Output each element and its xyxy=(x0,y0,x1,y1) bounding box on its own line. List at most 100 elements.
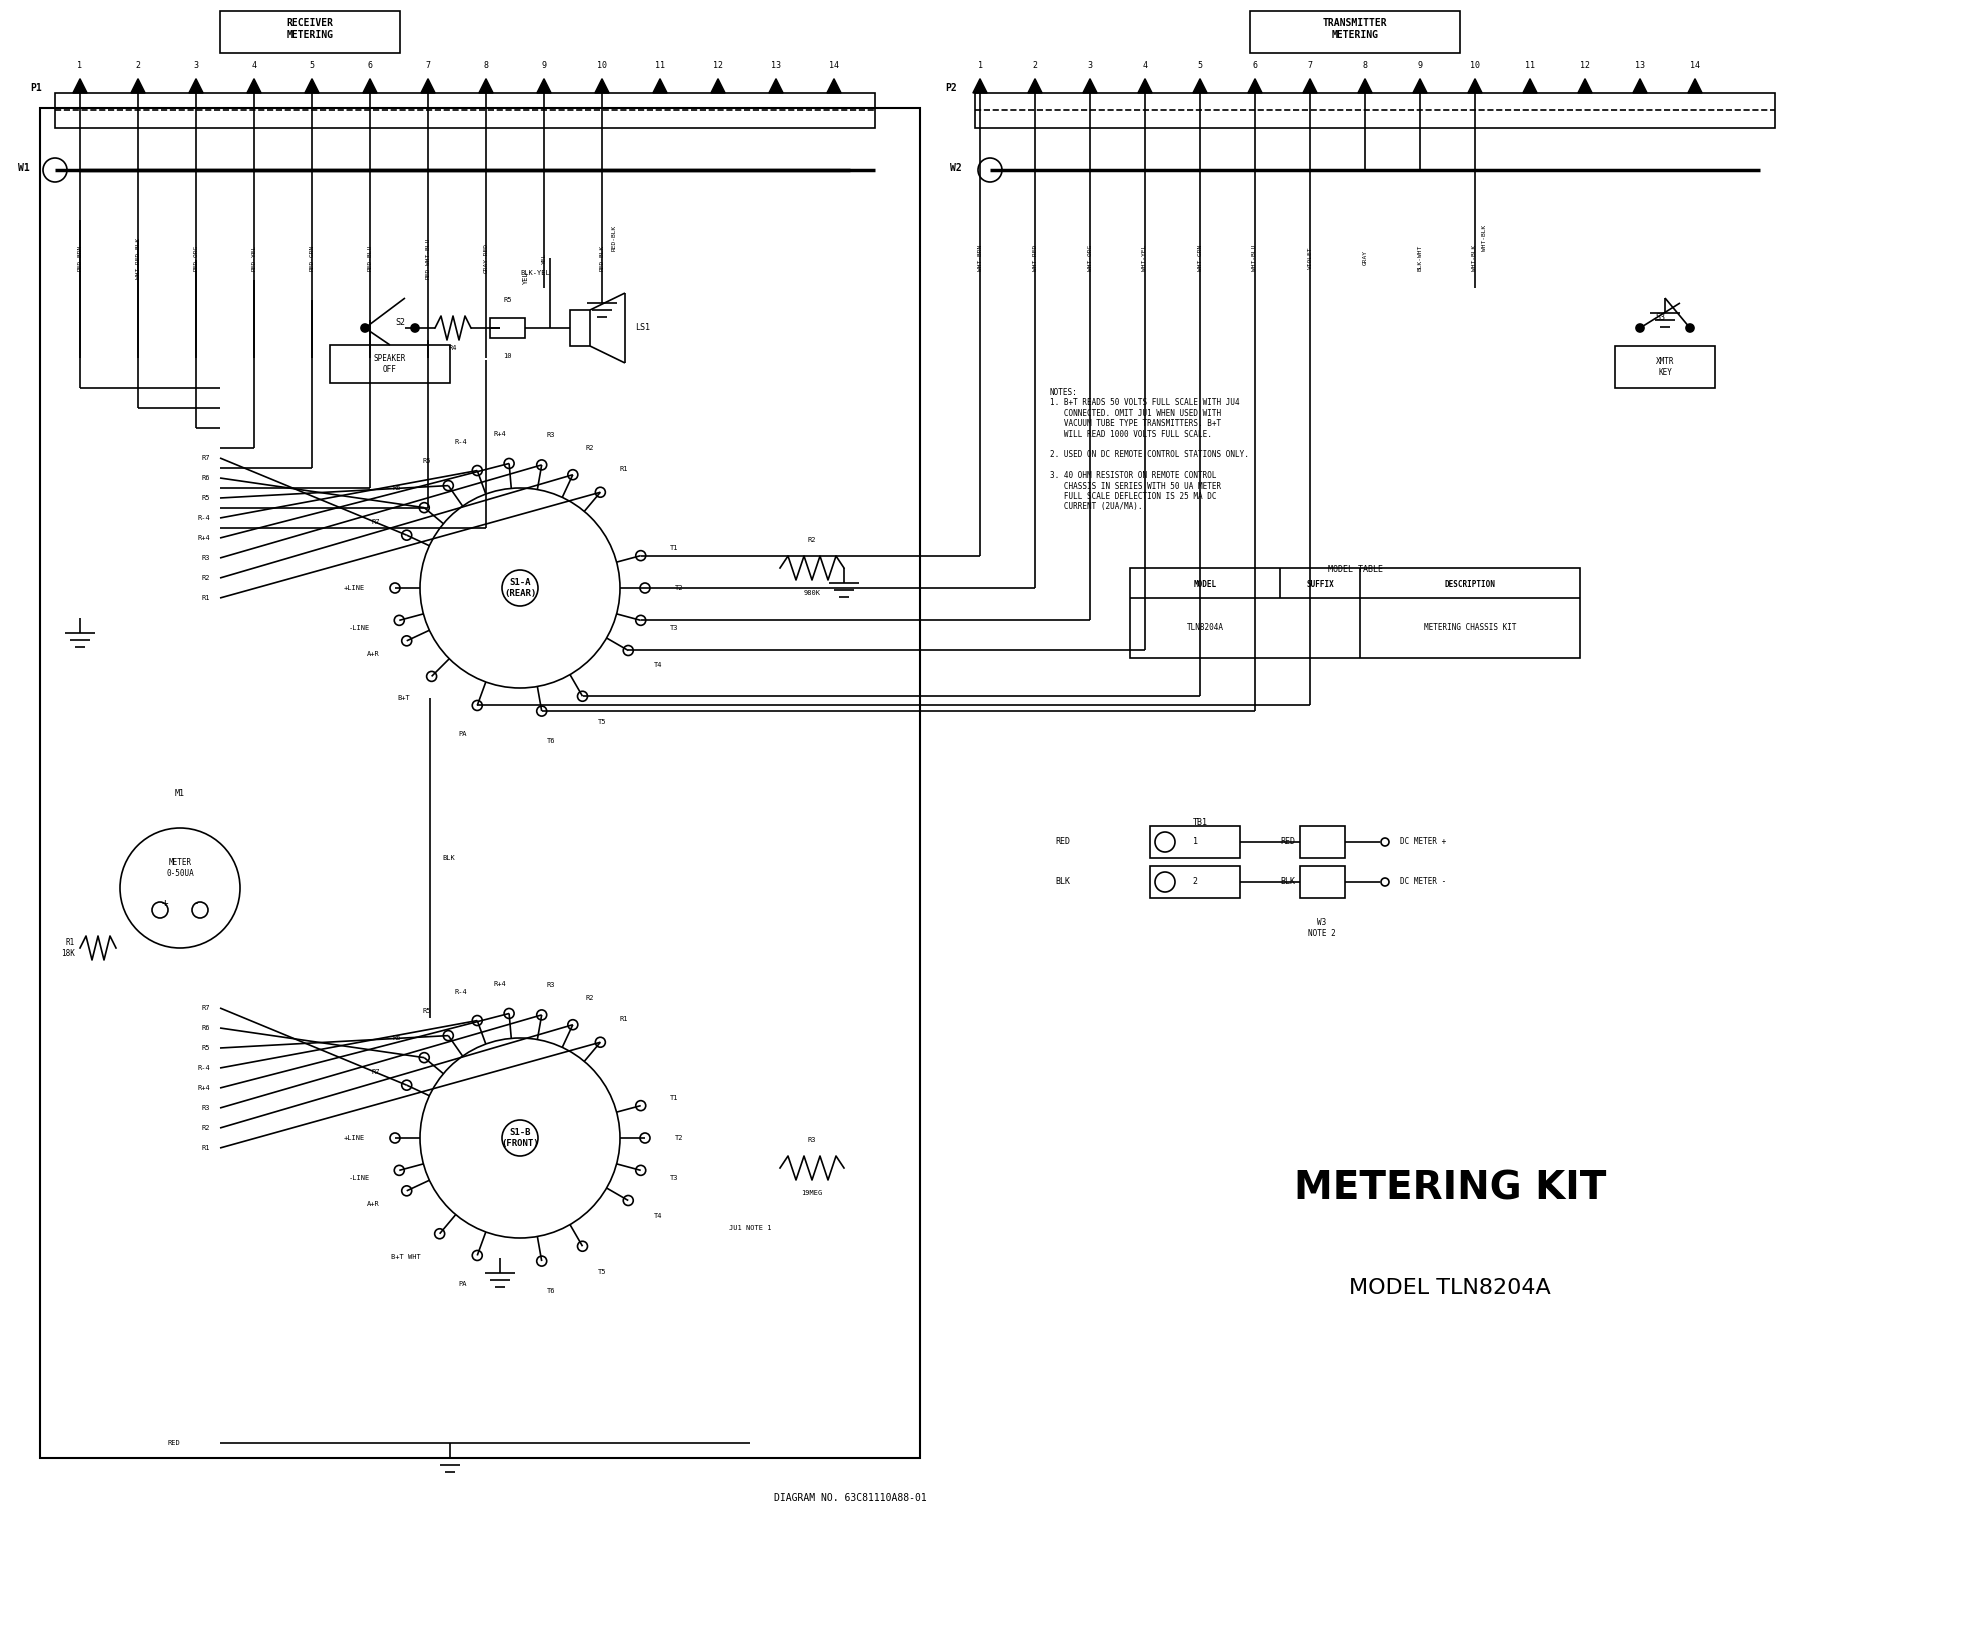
Text: WHT-RED: WHT-RED xyxy=(1033,244,1038,272)
Text: RED-WHT-BLU: RED-WHT-BLU xyxy=(426,238,430,278)
Polygon shape xyxy=(304,79,320,93)
Text: T4: T4 xyxy=(654,1212,663,1219)
Text: T4: T4 xyxy=(654,662,663,668)
Text: 8: 8 xyxy=(1362,62,1368,70)
Polygon shape xyxy=(711,79,724,93)
Text: T3: T3 xyxy=(669,626,679,631)
Text: R6: R6 xyxy=(202,475,210,482)
Text: WHT-RED-BLK: WHT-RED-BLK xyxy=(135,238,141,278)
Text: -LINE: -LINE xyxy=(349,626,371,631)
Text: 10: 10 xyxy=(597,62,607,70)
Text: T1: T1 xyxy=(669,1094,679,1101)
Polygon shape xyxy=(536,79,552,93)
Polygon shape xyxy=(188,79,202,93)
Text: S1-B
(FRONT): S1-B (FRONT) xyxy=(501,1129,538,1148)
Polygon shape xyxy=(769,79,783,93)
Text: -: - xyxy=(192,898,198,907)
Bar xyxy=(1250,11,1460,52)
Polygon shape xyxy=(595,79,609,93)
Text: B+T WHT: B+T WHT xyxy=(391,1253,420,1260)
Text: R6: R6 xyxy=(393,1035,400,1042)
Text: 10: 10 xyxy=(1470,62,1480,70)
Text: R3: R3 xyxy=(548,432,556,439)
Bar xyxy=(1616,346,1716,388)
Text: RED-BLU: RED-BLU xyxy=(367,244,373,272)
Text: R3: R3 xyxy=(202,555,210,560)
Bar xyxy=(1150,867,1241,898)
Text: 14: 14 xyxy=(828,62,838,70)
Text: DC METER +: DC METER + xyxy=(1400,837,1447,847)
Text: WHT-BLU: WHT-BLU xyxy=(1252,244,1258,272)
Text: R2: R2 xyxy=(202,1125,210,1130)
Text: R5: R5 xyxy=(202,495,210,501)
Polygon shape xyxy=(826,79,842,93)
Bar xyxy=(1300,867,1345,898)
Text: SUFFIX: SUFFIX xyxy=(1305,580,1335,590)
Text: 6: 6 xyxy=(367,62,373,70)
Text: T5: T5 xyxy=(597,1269,607,1276)
Text: R2: R2 xyxy=(202,575,210,581)
Text: DESCRIPTION: DESCRIPTION xyxy=(1445,580,1496,590)
Polygon shape xyxy=(1413,79,1427,93)
Text: R7: R7 xyxy=(202,1006,210,1011)
Polygon shape xyxy=(1523,79,1537,93)
Text: 13: 13 xyxy=(1635,62,1645,70)
Text: R6: R6 xyxy=(393,485,400,491)
Text: BLK: BLK xyxy=(442,855,455,862)
Polygon shape xyxy=(654,79,667,93)
Text: 7: 7 xyxy=(1307,62,1313,70)
Text: 13: 13 xyxy=(771,62,781,70)
Text: BLK-WHT: BLK-WHT xyxy=(1417,244,1423,272)
Text: 5: 5 xyxy=(310,62,314,70)
Text: 6: 6 xyxy=(1252,62,1258,70)
Text: WHT-BLK: WHT-BLK xyxy=(1482,224,1488,251)
Text: 3: 3 xyxy=(194,62,198,70)
Bar xyxy=(1300,826,1345,858)
Text: R1
18K: R1 18K xyxy=(61,939,75,958)
Polygon shape xyxy=(1194,79,1207,93)
Text: VIOLET: VIOLET xyxy=(1307,247,1313,269)
Bar xyxy=(39,108,921,1458)
Text: R6: R6 xyxy=(202,1025,210,1030)
Text: S3: S3 xyxy=(1655,313,1665,323)
Text: 12: 12 xyxy=(1580,62,1590,70)
Polygon shape xyxy=(420,79,436,93)
Text: R1: R1 xyxy=(202,1145,210,1152)
Text: 2: 2 xyxy=(135,62,141,70)
Text: R7: R7 xyxy=(371,1070,379,1076)
Text: T6: T6 xyxy=(548,737,556,744)
Circle shape xyxy=(1686,324,1694,333)
Text: NOTES:
1. B+T READS 50 VOLTS FULL SCALE WITH JU4
   CONNECTED. OMIT JU1 WHEN USE: NOTES: 1. B+T READS 50 VOLTS FULL SCALE … xyxy=(1050,388,1248,511)
Text: RED-ORG: RED-ORG xyxy=(194,244,198,272)
Text: 2: 2 xyxy=(1033,62,1038,70)
Text: S2: S2 xyxy=(395,318,404,328)
Polygon shape xyxy=(1578,79,1592,93)
Polygon shape xyxy=(1248,79,1262,93)
Text: SPEAKER
OFF: SPEAKER OFF xyxy=(373,354,406,373)
Text: +LINE: +LINE xyxy=(344,585,365,591)
Polygon shape xyxy=(73,79,86,93)
Text: S1-A
(REAR): S1-A (REAR) xyxy=(504,578,536,598)
Text: R1: R1 xyxy=(620,1016,628,1022)
Polygon shape xyxy=(1303,79,1317,93)
Text: 1: 1 xyxy=(1192,837,1197,847)
Text: R7: R7 xyxy=(371,519,379,526)
Polygon shape xyxy=(1688,79,1702,93)
Text: JU1 NOTE 1: JU1 NOTE 1 xyxy=(728,1225,771,1232)
Text: R+4: R+4 xyxy=(495,981,506,986)
Text: METERING KIT: METERING KIT xyxy=(1294,1170,1606,1207)
Text: WHT-BLK: WHT-BLK xyxy=(1472,244,1478,272)
Text: +: + xyxy=(161,898,169,907)
Text: YEL: YEL xyxy=(542,252,546,264)
Bar xyxy=(330,346,450,383)
Text: 3: 3 xyxy=(1088,62,1093,70)
Polygon shape xyxy=(247,79,261,93)
Text: METER
0-50UA: METER 0-50UA xyxy=(167,858,194,878)
Polygon shape xyxy=(1358,79,1372,93)
Text: RED-GRN: RED-GRN xyxy=(310,244,314,272)
Text: BLK-YEL: BLK-YEL xyxy=(520,270,550,275)
Text: R+4: R+4 xyxy=(196,536,210,541)
Bar xyxy=(1131,568,1580,658)
Text: 4: 4 xyxy=(1142,62,1148,70)
Text: WHT-ORG: WHT-ORG xyxy=(1088,244,1093,272)
